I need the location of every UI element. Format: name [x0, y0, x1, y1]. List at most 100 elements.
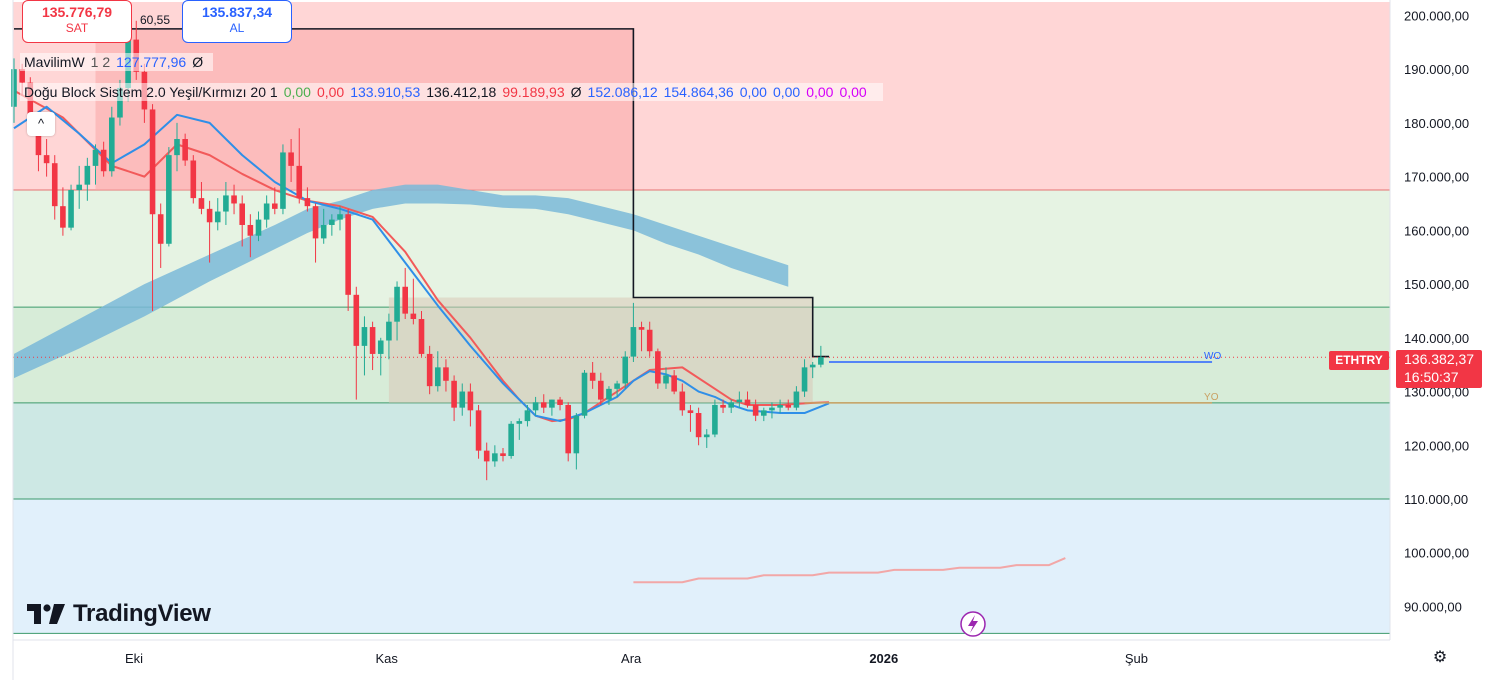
- candle-body: [630, 327, 637, 357]
- candle-body: [736, 399, 743, 403]
- candle-body: [638, 327, 645, 330]
- sell-price: 135.776,79: [41, 4, 113, 20]
- indicator-legend-dogu-block[interactable]: Doğu Block Sistem 2.0 Yeşil/Kırmızı 20 1…: [20, 83, 883, 101]
- buy-price: 135.837,34: [201, 4, 273, 20]
- candle-body: [801, 367, 808, 392]
- candle-body: [663, 375, 669, 384]
- candle-body: [524, 410, 531, 422]
- candle: [475, 404, 482, 459]
- candle-body: [304, 198, 311, 207]
- candle: [394, 281, 400, 341]
- legend-value-7: 154.864,36: [663, 84, 734, 100]
- candle-body: [19, 69, 25, 83]
- candle-body: [703, 434, 710, 438]
- candle: [581, 370, 588, 419]
- candle-body: [573, 415, 580, 454]
- candle: [565, 402, 571, 462]
- candle: [646, 321, 653, 357]
- candle-body: [410, 313, 417, 319]
- candle: [223, 181, 229, 225]
- gear-icon[interactable]: ⚙: [1432, 649, 1448, 666]
- candle: [483, 442, 490, 481]
- candle-body: [581, 372, 588, 416]
- candle-body: [777, 404, 783, 408]
- candle: [174, 122, 180, 172]
- candle: [818, 345, 824, 368]
- candle-body: [622, 356, 629, 384]
- candle-body: [728, 402, 734, 408]
- ma-ribbon: [14, 184, 789, 379]
- legend-value-5: Ø: [570, 84, 582, 100]
- candle-body: [100, 149, 107, 172]
- candle: [589, 361, 596, 389]
- series-line-2: [633, 557, 1066, 584]
- candle-body: [565, 404, 571, 454]
- y-tick-label: 130.000,00: [1404, 385, 1469, 400]
- symbol-tag: ETHTRY: [1329, 351, 1389, 370]
- tradingview-logo: TradingView: [27, 598, 211, 630]
- y-tick-label: 190.000,00: [1404, 62, 1469, 77]
- candle: [630, 302, 637, 362]
- candle-body: [272, 203, 278, 209]
- candle: [769, 402, 775, 419]
- y-tick-label: 170.000,00: [1404, 170, 1469, 185]
- candle-body: [426, 353, 433, 387]
- candle-body: [84, 165, 91, 185]
- candle-body: [557, 399, 563, 405]
- candle-body: [443, 367, 449, 381]
- candle: [320, 208, 327, 244]
- candle: [638, 321, 645, 352]
- candle: [255, 211, 262, 242]
- candle-body: [174, 139, 180, 156]
- candle-body: [76, 184, 82, 191]
- candle: [467, 383, 474, 427]
- candle-body: [214, 211, 221, 223]
- candle-body: [532, 402, 539, 411]
- candle: [369, 321, 376, 371]
- candle: [60, 187, 66, 236]
- legend-value-8: 0,00: [739, 84, 767, 100]
- candle-body: [679, 391, 686, 411]
- candle: [761, 407, 767, 422]
- series-line-1: [13, 105, 830, 423]
- candle-body: [549, 399, 555, 408]
- candle-body: [712, 404, 718, 435]
- chevron-up-icon[interactable]: ^: [27, 112, 55, 136]
- candle-body: [606, 388, 612, 400]
- indicator-value: 127.777,96: [116, 54, 187, 70]
- candle-body: [687, 410, 694, 414]
- buy-button[interactable]: 135.837,34 AL: [182, 0, 292, 43]
- candle-body: [386, 321, 392, 341]
- candle-body: [27, 82, 34, 123]
- countdown: 16:50:37: [1404, 369, 1459, 385]
- candle: [247, 214, 254, 258]
- candle: [687, 404, 694, 432]
- spread-value: 60,55: [140, 13, 171, 27]
- candle: [329, 214, 335, 236]
- indicator-legend-mavilimw[interactable]: MavilimW 1 2 127.777,96 Ø: [20, 53, 214, 71]
- candle-body: [182, 139, 188, 161]
- indicator-symbol: Ø: [192, 54, 204, 70]
- candle: [182, 133, 188, 166]
- candle: [785, 399, 792, 411]
- logo-text: TradingView: [73, 600, 211, 627]
- candle: [51, 155, 58, 220]
- candle: [149, 104, 156, 311]
- candle: [500, 447, 506, 462]
- candle-body: [418, 319, 425, 354]
- y-tick-label: 200.000,00: [1404, 8, 1469, 23]
- candle: [100, 141, 107, 177]
- sell-button[interactable]: 135.776,79 SAT: [22, 0, 132, 43]
- candle: [443, 359, 449, 392]
- candle-body: [752, 404, 759, 416]
- candle-body: [263, 203, 270, 220]
- candle-body: [247, 224, 254, 236]
- candle: [353, 286, 360, 400]
- candle-body: [68, 190, 74, 228]
- candle-body: [459, 391, 466, 408]
- candle: [426, 345, 433, 395]
- current-price: 136.382,37: [1404, 351, 1475, 367]
- candle: [752, 399, 759, 422]
- candle-body: [117, 87, 123, 118]
